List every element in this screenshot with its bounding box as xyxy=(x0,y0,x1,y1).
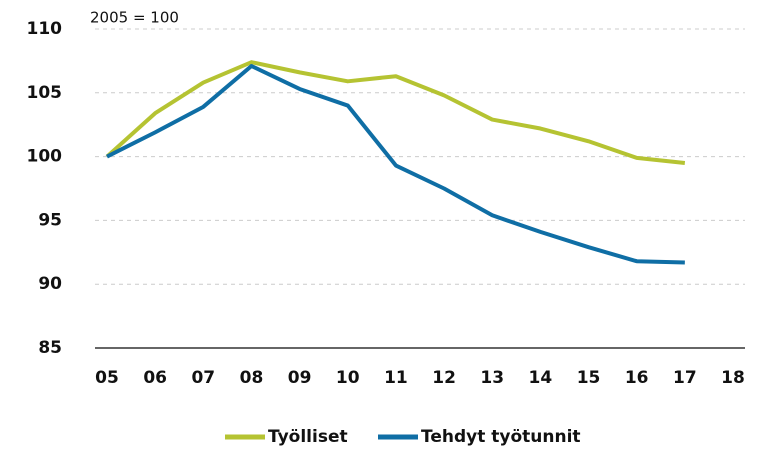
y-tick-label: 95 xyxy=(38,210,62,230)
x-tick-label: 06 xyxy=(143,368,167,388)
y-tick-label: 100 xyxy=(27,147,63,167)
annotation: 2005 = 100 xyxy=(90,9,179,27)
y-tick-label: 110 xyxy=(27,19,63,39)
y-tick-label: 85 xyxy=(38,338,62,358)
x-tick-label: 11 xyxy=(384,368,408,388)
x-tick-label: 18 xyxy=(721,368,745,388)
series-line xyxy=(106,64,685,265)
x-tick-label: 16 xyxy=(625,368,649,388)
x-tick-label: 17 xyxy=(673,368,697,388)
legend-label: Tehdyt työtunnit xyxy=(421,427,581,447)
y-tick-label: 105 xyxy=(27,83,63,103)
series-line xyxy=(105,60,686,165)
x-tick-label: 09 xyxy=(288,368,312,388)
x-tick-label: 13 xyxy=(480,368,504,388)
x-tick-label: 10 xyxy=(336,368,360,388)
y-tick-label: 90 xyxy=(38,274,62,294)
x-tick-label: 14 xyxy=(529,368,553,388)
x-tick-label: 12 xyxy=(432,368,456,388)
x-tick-label: 05 xyxy=(95,368,119,388)
x-tick-label: 08 xyxy=(240,368,264,388)
x-tick-label: 15 xyxy=(577,368,601,388)
x-tick-label: 07 xyxy=(191,368,215,388)
legend-label: Työlliset xyxy=(268,427,348,447)
